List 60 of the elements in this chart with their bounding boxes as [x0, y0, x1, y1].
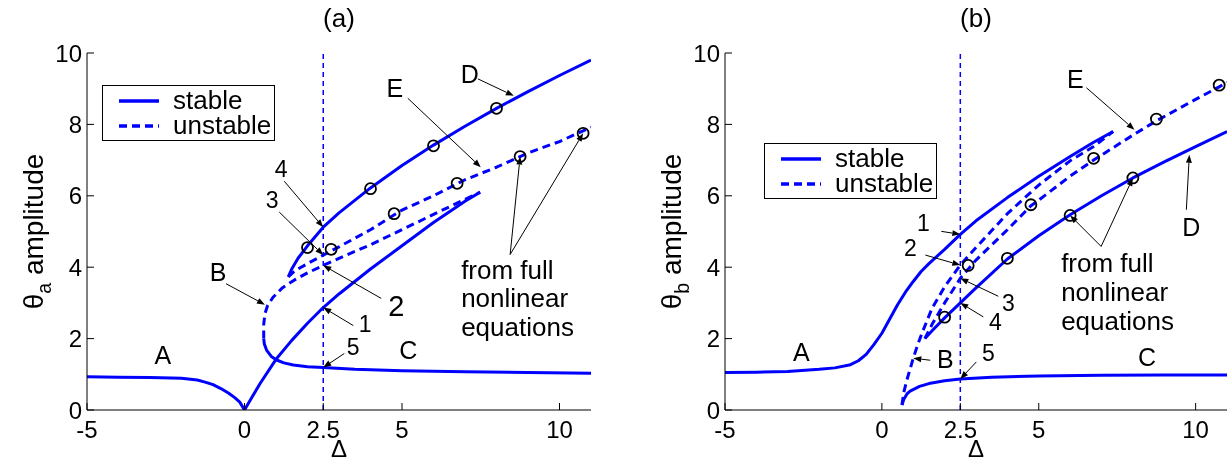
annotation: 1 — [916, 210, 930, 237]
annotation: B — [936, 345, 954, 374]
chart-title: (a) — [323, 3, 355, 33]
annotation: 4 — [988, 308, 1002, 335]
chart-title: (b) — [960, 3, 992, 33]
point — [1024, 198, 1038, 212]
y-tick-label: 4 — [68, 253, 82, 281]
x-tick-label: 10 — [546, 416, 573, 444]
x-tick-label: 5 — [1032, 416, 1046, 444]
annotation: C — [1137, 343, 1157, 372]
y-tick-label: 2 — [68, 325, 82, 353]
point — [961, 259, 975, 272]
point — [490, 101, 503, 115]
point — [1087, 151, 1101, 165]
y-tick-label: 8 — [706, 110, 720, 138]
y-tick-label: 8 — [68, 110, 82, 138]
annotation: 3 — [1001, 290, 1015, 317]
annotation: E — [1067, 64, 1084, 93]
x-tick-label: 5 — [395, 416, 409, 444]
annotation: 2 — [388, 290, 405, 323]
y-tick-label: 2 — [706, 325, 720, 353]
y-tick-label: 10 — [693, 39, 720, 67]
point — [576, 126, 590, 140]
point — [364, 182, 377, 196]
point — [1126, 171, 1140, 185]
annotation: E — [386, 74, 404, 103]
y-tick-label: 6 — [706, 182, 720, 210]
point — [938, 310, 952, 324]
x-tick-label: 10 — [1182, 416, 1209, 444]
annotation: 3 — [265, 187, 279, 214]
y-tick-label: 6 — [68, 182, 82, 210]
annotation: 1 — [358, 310, 372, 337]
annotation: 4 — [274, 156, 288, 183]
point — [427, 139, 440, 153]
annotation: D — [1182, 212, 1201, 241]
point — [513, 150, 527, 163]
point — [1150, 112, 1163, 126]
annotation: from full nonlinear equations — [461, 254, 574, 342]
annotation: 2 — [903, 235, 917, 262]
point — [387, 207, 401, 221]
point — [301, 241, 314, 254]
y-tick-label: 4 — [706, 253, 720, 281]
annotation: B — [209, 257, 227, 286]
annotation: D — [460, 59, 479, 88]
annotation: A — [154, 340, 172, 369]
annotation: 5 — [346, 333, 360, 360]
y-tick-label: 0 — [68, 396, 82, 424]
annotation: 5 — [981, 339, 995, 366]
y-tick-label: 0 — [706, 396, 720, 424]
x-tick-label: 0 — [875, 416, 889, 444]
y-tick-label: 10 — [55, 39, 82, 67]
annotation: from full nonlinear equations — [1061, 248, 1174, 336]
point — [1063, 209, 1077, 222]
point — [450, 176, 464, 190]
annotation: C — [399, 335, 418, 364]
point — [324, 242, 338, 256]
x-tick-label: 0 — [237, 416, 252, 444]
point — [1212, 78, 1226, 92]
point — [1000, 251, 1014, 265]
annotation: A — [793, 337, 811, 366]
